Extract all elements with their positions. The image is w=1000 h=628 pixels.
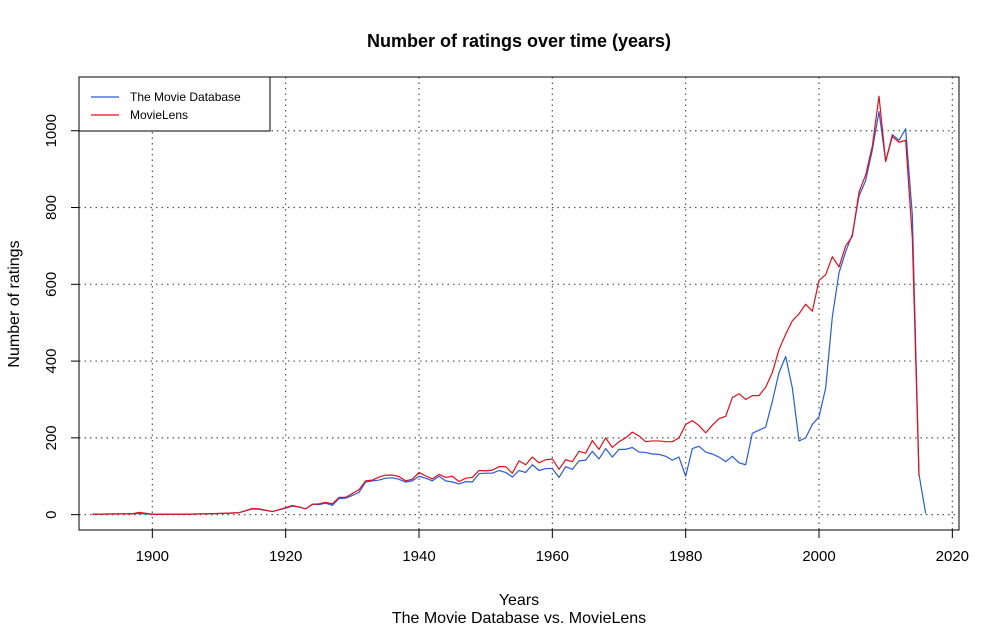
y-tick-label: 800: [43, 195, 60, 220]
legend-label-tmdb: The Movie Database: [130, 90, 241, 104]
series-lines: [92, 95, 927, 515]
x-axis-label: Years: [499, 592, 539, 609]
y-tick-label: 200: [43, 425, 60, 450]
x-axis: 1900 1920 1940 1960 1980 2000 2020: [136, 529, 969, 565]
legend-label-movielens: MovieLens: [130, 108, 188, 122]
y-axis: 0 200 400 600 800 1000: [43, 114, 80, 519]
legend: The Movie Database MovieLens: [78, 76, 271, 132]
x-tick-label: 1980: [669, 548, 702, 565]
y-tick-label: 0: [43, 510, 60, 518]
grid: [79, 77, 959, 530]
chart-title: Number of ratings over time (years): [367, 31, 671, 51]
x-tick-label: 1960: [536, 548, 569, 565]
y-tick-label: 1000: [43, 114, 60, 147]
x-tick-label: 1940: [402, 548, 435, 565]
x-tick-label: 2000: [802, 548, 835, 565]
x-tick-label: 1920: [269, 548, 302, 565]
series-line-movielens: [92, 95, 920, 515]
x-tick-label: 1900: [136, 548, 169, 565]
y-tick-label: 600: [43, 272, 60, 297]
chart-subtitle: The Movie Database vs. MovieLens: [392, 610, 646, 627]
series-line-tmdb: [92, 110, 927, 515]
y-tick-label: 400: [43, 349, 60, 374]
x-tick-label: 2020: [936, 548, 969, 565]
legend-box: [78, 76, 271, 132]
y-axis-label: Number of ratings: [6, 240, 23, 367]
